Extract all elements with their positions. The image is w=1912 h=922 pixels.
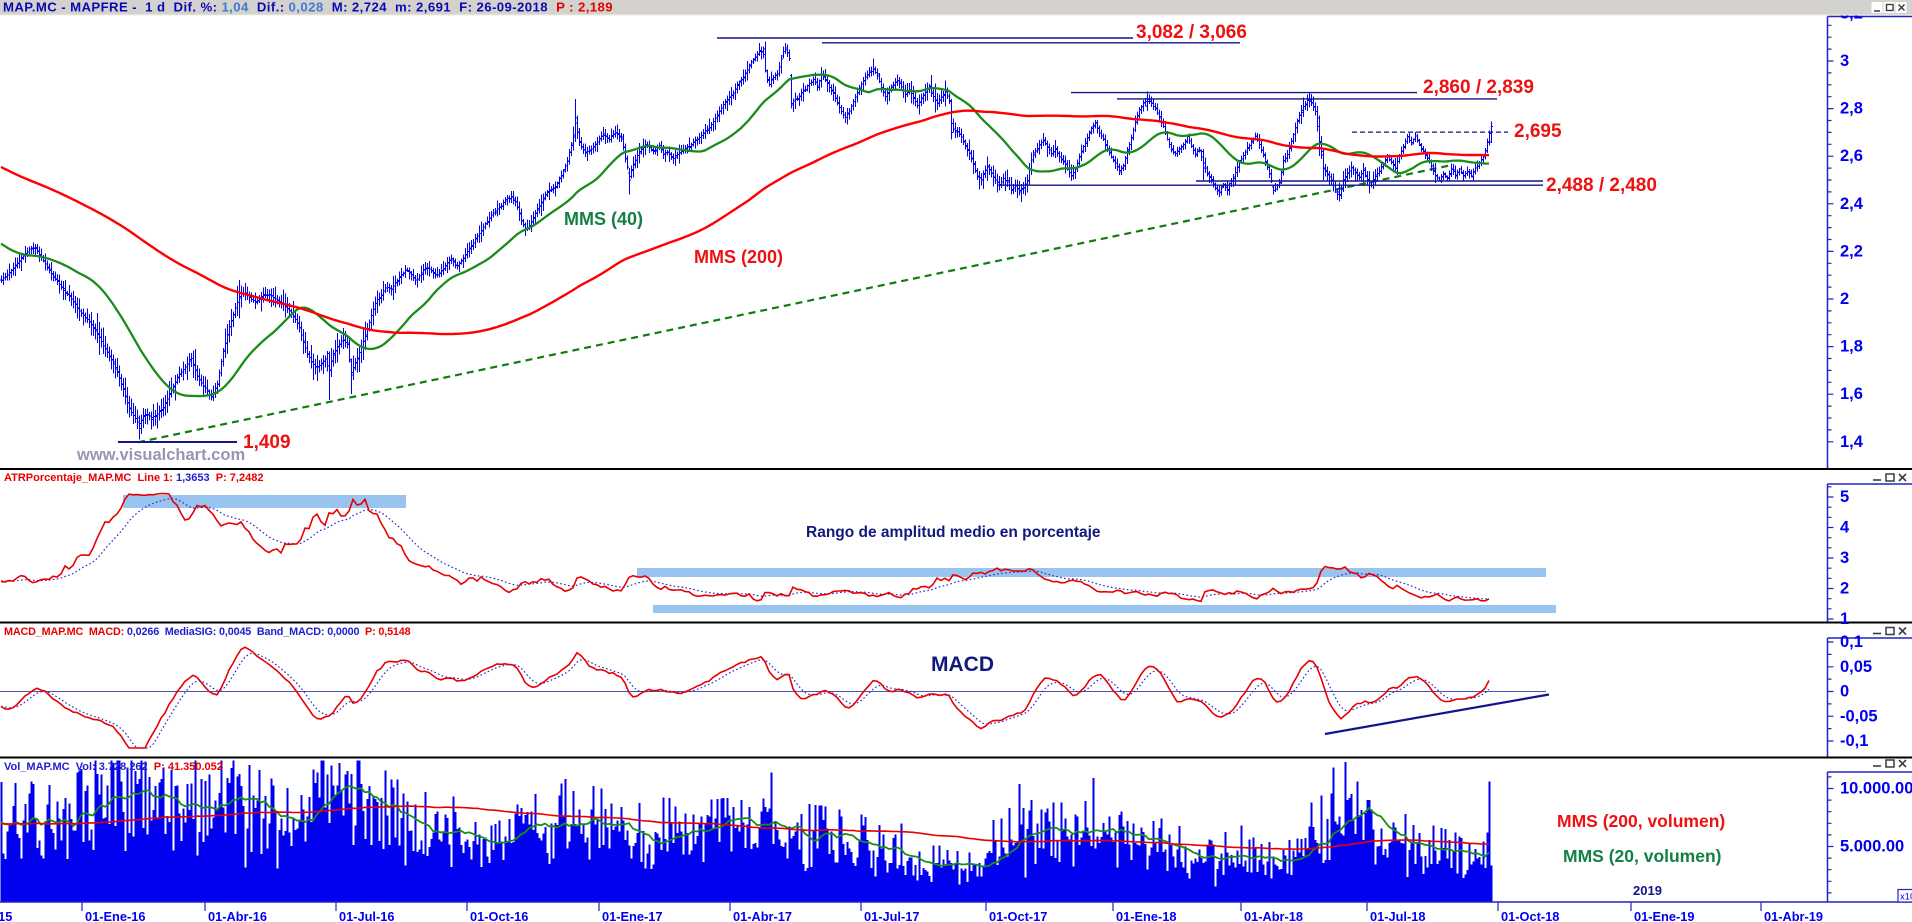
svg-text:-0,05: -0,05 xyxy=(1840,707,1878,725)
svg-text:0,05: 0,05 xyxy=(1840,658,1872,676)
svg-text:3,082 / 3,066: 3,082 / 3,066 xyxy=(1136,22,1247,43)
svg-text:01-Jul-16: 01-Jul-16 xyxy=(339,909,394,922)
svg-text:3: 3 xyxy=(1840,52,1849,70)
svg-text:2,4: 2,4 xyxy=(1840,195,1864,213)
svg-text:2,8: 2,8 xyxy=(1840,100,1863,118)
svg-text:1,8: 1,8 xyxy=(1840,338,1863,356)
svg-text:01-Oct-18: 01-Oct-18 xyxy=(1501,909,1559,922)
svg-text:2,695: 2,695 xyxy=(1514,121,1562,142)
svg-text:01-Abr-18: 01-Abr-18 xyxy=(1244,909,1303,922)
svg-text:01-Ene-17: 01-Ene-17 xyxy=(602,909,662,922)
svg-text:01-Abr-16: 01-Abr-16 xyxy=(208,909,267,922)
svg-text:5.000.00: 5.000.00 xyxy=(1840,838,1904,856)
svg-text:1,4: 1,4 xyxy=(1840,433,1864,451)
svg-text:01-Ene-18: 01-Ene-18 xyxy=(1116,909,1176,922)
svg-text:01-Jul-18: 01-Jul-18 xyxy=(1370,909,1425,922)
svg-text:2,860 / 2,839: 2,860 / 2,839 xyxy=(1423,77,1534,98)
svg-text:-0,1: -0,1 xyxy=(1840,732,1868,750)
svg-text:2,488 / 2,480: 2,488 / 2,480 xyxy=(1546,175,1657,196)
svg-text:1,409: 1,409 xyxy=(243,432,291,453)
svg-text:ATRPorcentaje_MAP.MC Line 1:: ATRPorcentaje_MAP.MC Line 1: 1,3653 P: 7… xyxy=(4,472,263,484)
svg-text:1,6: 1,6 xyxy=(1840,385,1863,403)
svg-text:x10: x10 xyxy=(1900,892,1912,903)
svg-text:01-Abr-19: 01-Abr-19 xyxy=(1764,909,1823,922)
svg-text:01-Abr-17: 01-Abr-17 xyxy=(733,909,792,922)
svg-text:MAP.MC - MAPFRE - 1 d Dif. %: MAP.MC - MAPFRE - 1 d Dif. %: 1,04 Dif.:… xyxy=(3,0,613,15)
svg-text:01-Oct-16: 01-Oct-16 xyxy=(470,909,528,922)
svg-text:01-Ene-16: 01-Ene-16 xyxy=(85,909,145,922)
svg-text:2,6: 2,6 xyxy=(1840,147,1863,165)
svg-text:MACD: MACD xyxy=(931,653,994,676)
svg-text:1: 1 xyxy=(1840,610,1849,628)
svg-text:MMS (20, volumen): MMS (20, volumen) xyxy=(1563,846,1722,866)
svg-text:www.visualchart.com: www.visualchart.com xyxy=(76,446,245,464)
svg-text:4: 4 xyxy=(1840,519,1850,537)
svg-text:5: 5 xyxy=(1840,488,1849,506)
svg-text:2: 2 xyxy=(1840,580,1849,598)
svg-text:01-Jul-17: 01-Jul-17 xyxy=(864,909,919,922)
svg-text:2: 2 xyxy=(1840,290,1849,308)
svg-text:Vol_MAP.MC Vol: 3.728.262 P:: Vol_MAP.MC Vol: 3.728.262 P: 41.350.052 xyxy=(4,761,223,773)
svg-text:2,2: 2,2 xyxy=(1840,242,1863,260)
svg-text:Rango de amplitud medio en por: Rango de amplitud medio en porcentaje xyxy=(806,524,1101,541)
svg-text:01-Oct-17: 01-Oct-17 xyxy=(989,909,1047,922)
svg-text:MACD_MAP.MC MACD: 0,0266 Med: MACD_MAP.MC MACD: 0,0266 MediaSIG: 0,004… xyxy=(4,626,411,638)
svg-text:MMS (40): MMS (40) xyxy=(564,209,643,229)
svg-text:01-Ene-19: 01-Ene-19 xyxy=(1634,909,1694,922)
svg-text:01-Oct-15: 01-Oct-15 xyxy=(0,909,12,922)
svg-text:3: 3 xyxy=(1840,549,1849,567)
svg-text:2019: 2019 xyxy=(1633,883,1662,898)
svg-text:MMS (200): MMS (200) xyxy=(694,247,783,267)
svg-text:MMS (200, volumen): MMS (200, volumen) xyxy=(1557,811,1725,831)
svg-text:0,1: 0,1 xyxy=(1840,633,1863,651)
svg-text:0: 0 xyxy=(1840,683,1849,701)
svg-text:10.000.00: 10.000.00 xyxy=(1840,780,1912,798)
